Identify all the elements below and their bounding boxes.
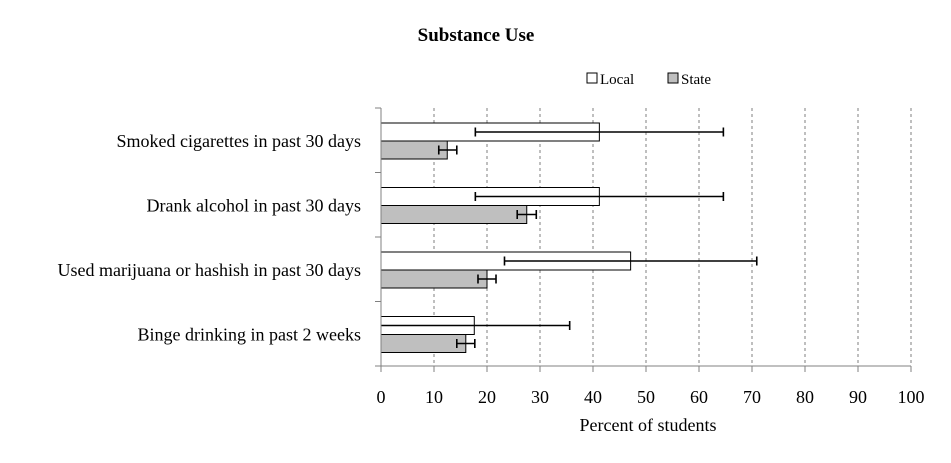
error-bars: [381, 127, 758, 348]
category-labels: Smoked cigarettes in past 30 days Drank a…: [58, 131, 361, 345]
grid: [433, 108, 912, 366]
x-tick-label-80: 80: [796, 387, 814, 407]
legend: Local State: [586, 72, 711, 88]
x-tick-labels: 0 10 20 30 40 50 60 70 80 90 100: [377, 387, 925, 407]
x-tick-label-60: 60: [690, 387, 708, 407]
x-tick-label-30: 30: [531, 387, 549, 407]
category-label-3: Binge drinking in past 2 weeks: [138, 325, 361, 345]
x-tick-label-50: 50: [637, 387, 655, 407]
category-label-2: Used marijuana or hashish in past 30 day…: [58, 260, 361, 280]
category-label-1: Drank alcohol in past 30 days: [147, 196, 361, 216]
x-tick-label-0: 0: [377, 387, 386, 407]
x-tick-label-40: 40: [584, 387, 602, 407]
category-label-0: Smoked cigarettes in past 30 days: [117, 131, 361, 151]
chart-title: Substance Use: [418, 25, 535, 46]
bar-state-1: [380, 205, 528, 224]
legend-swatch-state: [667, 72, 679, 84]
bar-state-2: [380, 269, 488, 289]
bar-state-3: [380, 334, 467, 353]
x-tick-label-20: 20: [478, 387, 496, 407]
axes: [375, 107, 912, 372]
x-tick-label-10: 10: [425, 387, 443, 407]
bar-state-0: [380, 140, 448, 160]
legend-label-local: Local: [600, 72, 634, 88]
legend-swatch-local: [586, 72, 598, 84]
x-tick-label-70: 70: [743, 387, 761, 407]
legend-label-state: State: [681, 72, 711, 88]
x-tick-label-100: 100: [898, 387, 925, 407]
x-axis-title: Percent of students: [580, 415, 717, 435]
x-tick-label-90: 90: [849, 387, 867, 407]
